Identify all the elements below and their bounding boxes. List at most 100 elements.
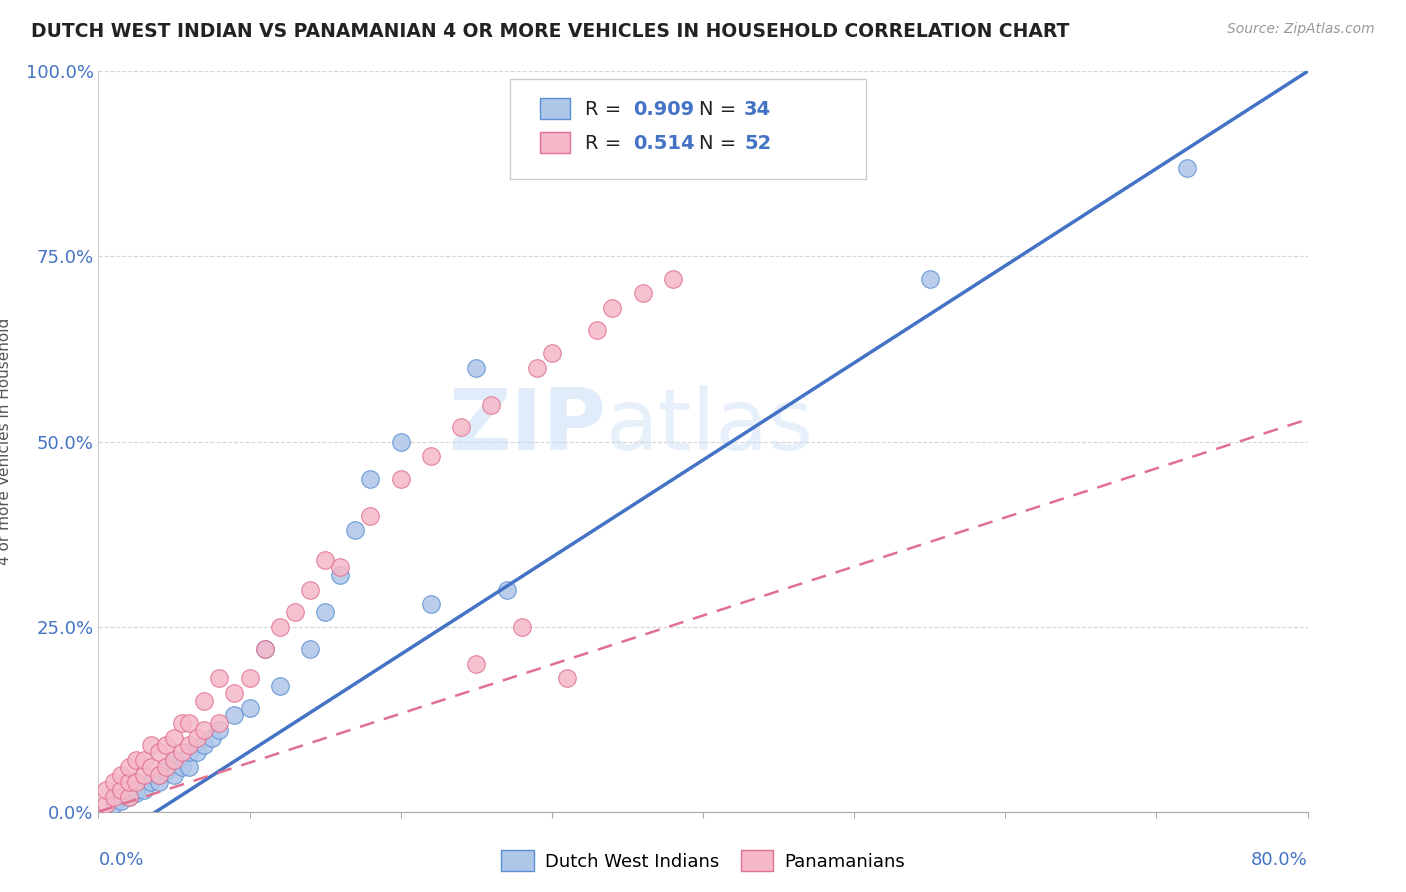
Point: [163, 731, 186, 745]
Text: atlas: atlas: [606, 385, 814, 468]
Text: R =: R =: [585, 101, 627, 120]
Point: [208, 672, 231, 686]
Point: [141, 760, 163, 774]
Point: [510, 619, 533, 633]
Point: [193, 723, 215, 738]
Point: [239, 701, 262, 715]
Point: [125, 775, 148, 789]
Point: [118, 789, 141, 804]
Point: [389, 434, 412, 449]
Point: [420, 598, 443, 612]
Point: [103, 797, 125, 812]
Text: R =: R =: [585, 135, 627, 153]
Point: [1175, 161, 1198, 175]
Point: [170, 760, 193, 774]
Point: [495, 582, 517, 597]
Point: [224, 708, 246, 723]
FancyBboxPatch shape: [509, 78, 866, 178]
Point: [148, 746, 170, 760]
Point: [465, 657, 488, 671]
Point: [155, 738, 177, 752]
Point: [269, 679, 291, 693]
Point: [110, 794, 132, 808]
Point: [344, 524, 367, 538]
Point: [269, 619, 291, 633]
Point: [360, 472, 382, 486]
Text: 52: 52: [744, 135, 772, 153]
Point: [110, 767, 132, 781]
Point: [179, 746, 201, 760]
Legend: Dutch West Indians, Panamanians: Dutch West Indians, Panamanians: [494, 843, 912, 879]
Point: [118, 775, 141, 789]
Point: [132, 767, 155, 781]
Text: 0.909: 0.909: [633, 101, 695, 120]
Point: [450, 419, 472, 434]
Point: [148, 767, 170, 781]
Point: [94, 797, 117, 812]
Point: [155, 764, 177, 778]
Point: [555, 672, 578, 686]
Point: [284, 605, 307, 619]
Point: [420, 450, 443, 464]
Point: [465, 360, 488, 375]
Point: [179, 738, 201, 752]
Point: [186, 731, 208, 745]
Point: [132, 753, 155, 767]
Point: [155, 760, 177, 774]
Point: [110, 782, 132, 797]
Text: N =: N =: [699, 135, 742, 153]
Point: [163, 767, 186, 781]
Point: [125, 753, 148, 767]
Point: [253, 641, 276, 656]
Point: [125, 782, 148, 797]
Point: [540, 345, 562, 359]
Point: [94, 782, 117, 797]
Point: [193, 694, 215, 708]
Point: [586, 324, 609, 338]
Text: DUTCH WEST INDIAN VS PANAMANIAN 4 OR MORE VEHICLES IN HOUSEHOLD CORRELATION CHAR: DUTCH WEST INDIAN VS PANAMANIAN 4 OR MOR…: [31, 22, 1070, 41]
Point: [208, 715, 231, 730]
Point: [481, 398, 503, 412]
Point: [170, 746, 193, 760]
Point: [224, 686, 246, 700]
Point: [141, 738, 163, 752]
Point: [141, 775, 163, 789]
Point: [179, 760, 201, 774]
Point: [239, 672, 262, 686]
Point: [163, 753, 186, 767]
Point: [526, 360, 548, 375]
Point: [602, 301, 624, 316]
Text: 0.0%: 0.0%: [98, 851, 143, 869]
Point: [299, 641, 322, 656]
Point: [186, 746, 208, 760]
Point: [148, 775, 170, 789]
FancyBboxPatch shape: [540, 132, 569, 153]
Point: [179, 715, 201, 730]
Text: Source: ZipAtlas.com: Source: ZipAtlas.com: [1227, 22, 1375, 37]
Point: [118, 760, 141, 774]
Point: [329, 560, 352, 574]
Point: [329, 567, 352, 582]
FancyBboxPatch shape: [540, 98, 569, 119]
Text: ZIP: ZIP: [449, 385, 606, 468]
Point: [661, 271, 683, 285]
Point: [918, 271, 941, 285]
Point: [201, 731, 224, 745]
Point: [103, 775, 125, 789]
Text: 80.0%: 80.0%: [1251, 851, 1308, 869]
Point: [193, 738, 215, 752]
Point: [314, 553, 336, 567]
Point: [148, 767, 170, 781]
Point: [170, 715, 193, 730]
Point: [631, 286, 654, 301]
Y-axis label: 4 or more Vehicles in Household: 4 or more Vehicles in Household: [0, 318, 11, 566]
Point: [389, 472, 412, 486]
Text: N =: N =: [699, 101, 742, 120]
Point: [125, 786, 148, 800]
Point: [299, 582, 322, 597]
Point: [118, 789, 141, 804]
Point: [103, 789, 125, 804]
Point: [163, 753, 186, 767]
Text: 0.514: 0.514: [633, 135, 695, 153]
Point: [132, 782, 155, 797]
